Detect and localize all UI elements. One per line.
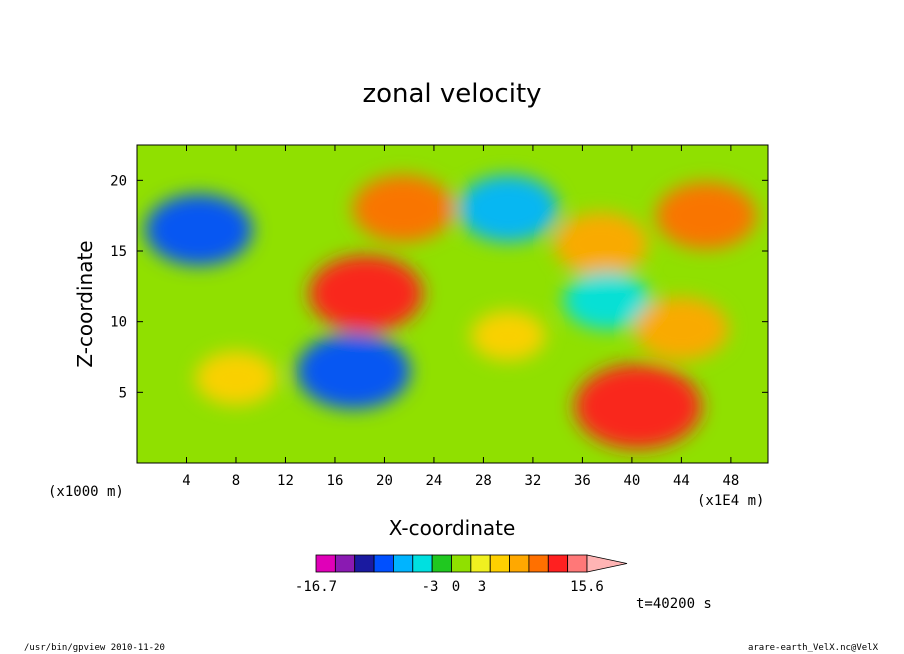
x-axis-ticks: 4 8 12 16 20 24 28 32 36 40 44 48 — [182, 145, 739, 489]
colorbar-segment — [489, 554, 510, 573]
colorbar-label: 15.6 — [570, 579, 604, 595]
y-scale-label: (x1000 m) — [48, 484, 124, 500]
y-tick-label: 20 — [110, 173, 127, 189]
colorbar-segment — [528, 554, 549, 573]
y-tick-label: 10 — [110, 315, 127, 331]
x-tick-label: 24 — [426, 473, 443, 489]
colorbar-label: -16.7 — [295, 579, 337, 595]
velocity-feature — [457, 175, 559, 243]
x-tick-label: 16 — [327, 473, 344, 489]
colorbar-label: -3 — [422, 579, 439, 595]
x-tick-label: 32 — [524, 473, 541, 489]
colorbar-label: 0 — [452, 579, 460, 595]
colorbar — [315, 554, 628, 573]
velocity-feature — [655, 182, 757, 250]
x-tick-label: 8 — [232, 473, 240, 489]
colorbar-segment — [567, 554, 588, 573]
colorbar-segment — [412, 554, 433, 573]
x-axis-label: X-coordinate — [389, 516, 516, 540]
x-tick-label: 40 — [623, 473, 640, 489]
y-axis-ticks: 5 10 15 20 — [110, 173, 768, 401]
velocity-feature — [145, 194, 253, 266]
footer-left: /usr/bin/gpview 2010-11-20 — [24, 643, 165, 653]
velocity-feature — [470, 311, 546, 361]
velocity-feature — [553, 212, 649, 276]
x-tick-label: 20 — [376, 473, 393, 489]
x-tick-label: 44 — [673, 473, 690, 489]
footer-right: arare-earth_VelX.nc@VelX — [748, 643, 879, 653]
colorbar-segment — [509, 554, 530, 573]
x-tick-label: 48 — [722, 473, 739, 489]
colorbar-segment — [393, 554, 414, 573]
x-tick-label: 4 — [182, 473, 190, 489]
velocity-feature — [308, 255, 423, 332]
velocity-feature — [634, 297, 729, 361]
y-tick-label: 5 — [119, 385, 127, 401]
velocity-feature — [574, 364, 702, 449]
x-tick-label: 36 — [574, 473, 591, 489]
colorbar-segment — [334, 554, 356, 573]
velocity-field — [145, 175, 757, 449]
colorbar-labels: -16.7 -3 0 3 15.6 — [295, 579, 604, 595]
plot-area — [137, 145, 768, 463]
x-scale-label: (x1E4 m) — [697, 493, 764, 509]
colorbar-segment — [431, 554, 452, 573]
colorbar-segment — [315, 554, 336, 573]
velocity-feature — [563, 271, 651, 330]
y-axis-label: Z-coordinate — [73, 240, 97, 367]
velocity-feature — [195, 351, 277, 406]
colorbar-label: 3 — [478, 579, 486, 595]
chart-title: zonal velocity — [362, 79, 541, 109]
colorbar-segment — [547, 554, 569, 573]
velocity-feature — [296, 333, 411, 410]
x-tick-label: 28 — [475, 473, 492, 489]
colorbar-segment — [373, 554, 394, 573]
y-tick-label: 15 — [110, 244, 127, 260]
colorbar-arrow — [586, 554, 628, 573]
colorbar-segment — [451, 554, 472, 573]
time-label: t=40200 s — [636, 596, 712, 612]
x-tick-label: 12 — [277, 473, 294, 489]
colorbar-segment — [470, 554, 491, 573]
plot-frame — [136, 144, 769, 464]
colorbar-segment — [354, 554, 375, 573]
velocity-feature — [352, 175, 454, 243]
